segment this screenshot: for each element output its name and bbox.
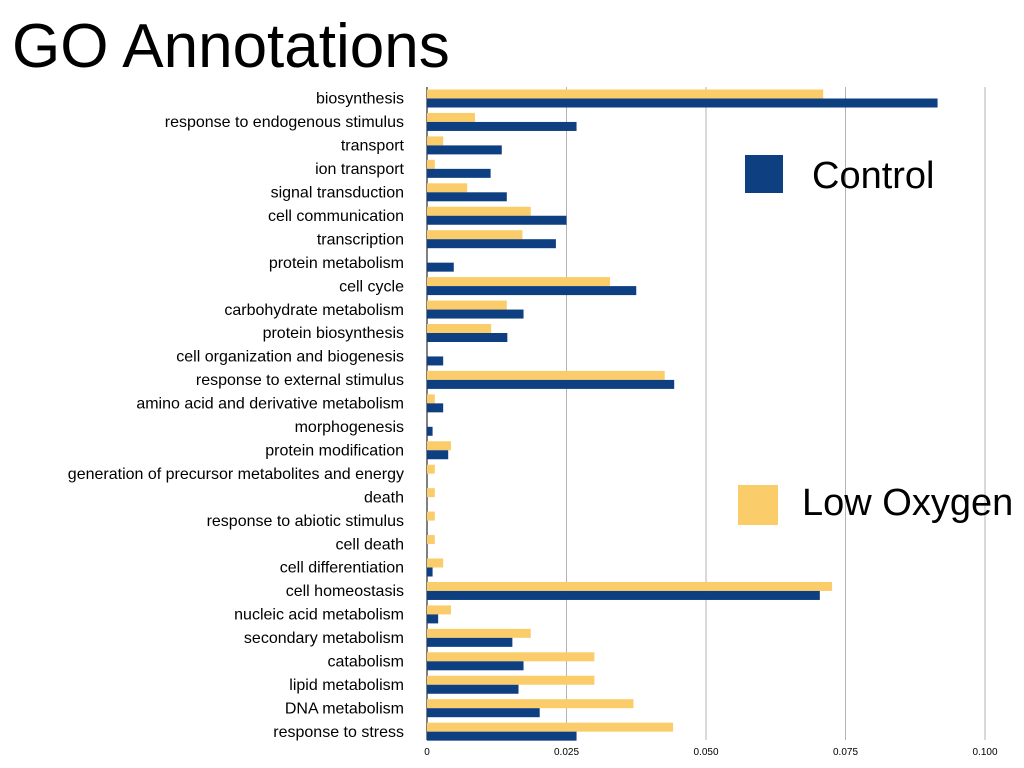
bar-control <box>427 145 502 155</box>
category-label: protein modification <box>265 442 404 459</box>
category-label: morphogenesis <box>295 419 404 436</box>
bars <box>427 89 938 741</box>
category-label: death <box>364 489 404 506</box>
category-label: cell homeostasis <box>286 583 404 600</box>
category-label: lipid metabolism <box>289 677 404 694</box>
bar-low-oxygen <box>427 324 492 333</box>
bar-control <box>427 731 577 741</box>
category-label: protein biosynthesis <box>263 325 404 342</box>
bar-low-oxygen <box>427 699 634 709</box>
category-label: response to external stimulus <box>196 372 404 389</box>
bar-control <box>427 356 444 366</box>
category-label: DNA metabolism <box>285 700 404 717</box>
category-label: cell cycle <box>339 278 404 295</box>
bar-low-oxygen <box>427 581 833 591</box>
bar-control <box>427 309 524 319</box>
category-label: cell death <box>336 536 405 553</box>
bar-low-oxygen <box>427 675 595 685</box>
category-label: ion transport <box>315 161 404 178</box>
bar-control <box>427 590 820 600</box>
bar-low-oxygen <box>427 136 444 146</box>
bar-control <box>427 286 637 296</box>
bar-low-oxygen <box>427 464 435 474</box>
bar-control <box>427 98 938 108</box>
bar-low-oxygen <box>427 511 435 521</box>
bar-control <box>427 239 556 249</box>
bar-control <box>427 215 567 225</box>
category-label: signal transduction <box>271 185 404 202</box>
bar-low-oxygen <box>427 652 595 662</box>
bar-low-oxygen <box>427 722 674 732</box>
gridlines <box>426 87 986 740</box>
bar-control <box>427 637 513 647</box>
legend: Control Low Oxygen <box>738 155 1013 525</box>
bar-low-oxygen <box>427 370 665 380</box>
bar-low-oxygen <box>427 230 523 240</box>
bar-control <box>427 121 577 131</box>
category-label: biosynthesis <box>316 91 404 108</box>
category-label: transcription <box>317 231 404 248</box>
bar-low-oxygen <box>427 300 507 310</box>
category-label: response to endogenous stimulus <box>165 114 404 131</box>
bar-control <box>427 168 491 178</box>
bar-low-oxygen <box>427 183 468 193</box>
category-label: amino acid and derivative metabolism <box>136 396 404 413</box>
category-label: catabolism <box>328 654 404 671</box>
x-tick-label: 0.075 <box>833 747 858 758</box>
bar-control <box>427 684 519 694</box>
page-title: GO Annotations <box>12 12 450 81</box>
bar-low-oxygen <box>427 206 531 216</box>
category-label: cell communication <box>268 208 404 225</box>
bar-control <box>427 403 444 413</box>
legend-swatch-control <box>745 155 783 193</box>
bar-control <box>427 426 433 436</box>
bar-control <box>427 450 449 460</box>
bar-control <box>427 379 675 389</box>
bar-low-oxygen <box>427 112 475 122</box>
bar-low-oxygen <box>427 441 451 451</box>
legend-swatch-low-oxygen <box>738 485 778 525</box>
legend-label-low-oxygen: Low Oxygen <box>802 482 1013 524</box>
bar-low-oxygen <box>427 159 435 169</box>
bar-control <box>427 567 433 577</box>
category-label: secondary metabolism <box>244 630 404 647</box>
category-label: generation of precursor metabolites and … <box>68 466 404 483</box>
bar-low-oxygen <box>427 488 435 498</box>
category-label: carbohydrate metabolism <box>224 302 404 319</box>
x-tick-label: 0.100 <box>972 747 997 758</box>
bar-low-oxygen <box>427 628 531 638</box>
x-tick-label: 0.025 <box>554 747 579 758</box>
x-axis-ticks: 0 0.025 0.050 0.075 0.100 <box>424 747 998 758</box>
bar-control <box>427 192 507 202</box>
category-label: response to stress <box>273 724 404 741</box>
bar-control <box>427 708 540 718</box>
category-label: transport <box>341 138 405 155</box>
category-labels: biosynthesis response to endogenous stimu… <box>68 91 405 741</box>
bar-low-oxygen <box>427 605 451 615</box>
bar-control <box>427 333 508 342</box>
category-label: cell organization and biogenesis <box>176 349 404 366</box>
bar-low-oxygen <box>427 277 611 287</box>
bar-control <box>427 262 454 272</box>
bar-low-oxygen <box>427 535 435 545</box>
category-label: protein metabolism <box>269 255 404 272</box>
bar-low-oxygen <box>427 558 444 568</box>
x-tick-label: 0.050 <box>693 747 718 758</box>
bar-low-oxygen <box>427 89 824 99</box>
legend-label-control: Control <box>812 155 935 197</box>
category-label: nucleic acid metabolism <box>234 607 404 624</box>
category-label: cell differentiation <box>280 560 404 577</box>
x-tick-label: 0 <box>424 747 430 758</box>
bar-control <box>427 614 439 624</box>
bar-control <box>427 661 524 671</box>
category-label: response to abiotic stimulus <box>207 513 404 530</box>
bar-low-oxygen <box>427 394 435 404</box>
